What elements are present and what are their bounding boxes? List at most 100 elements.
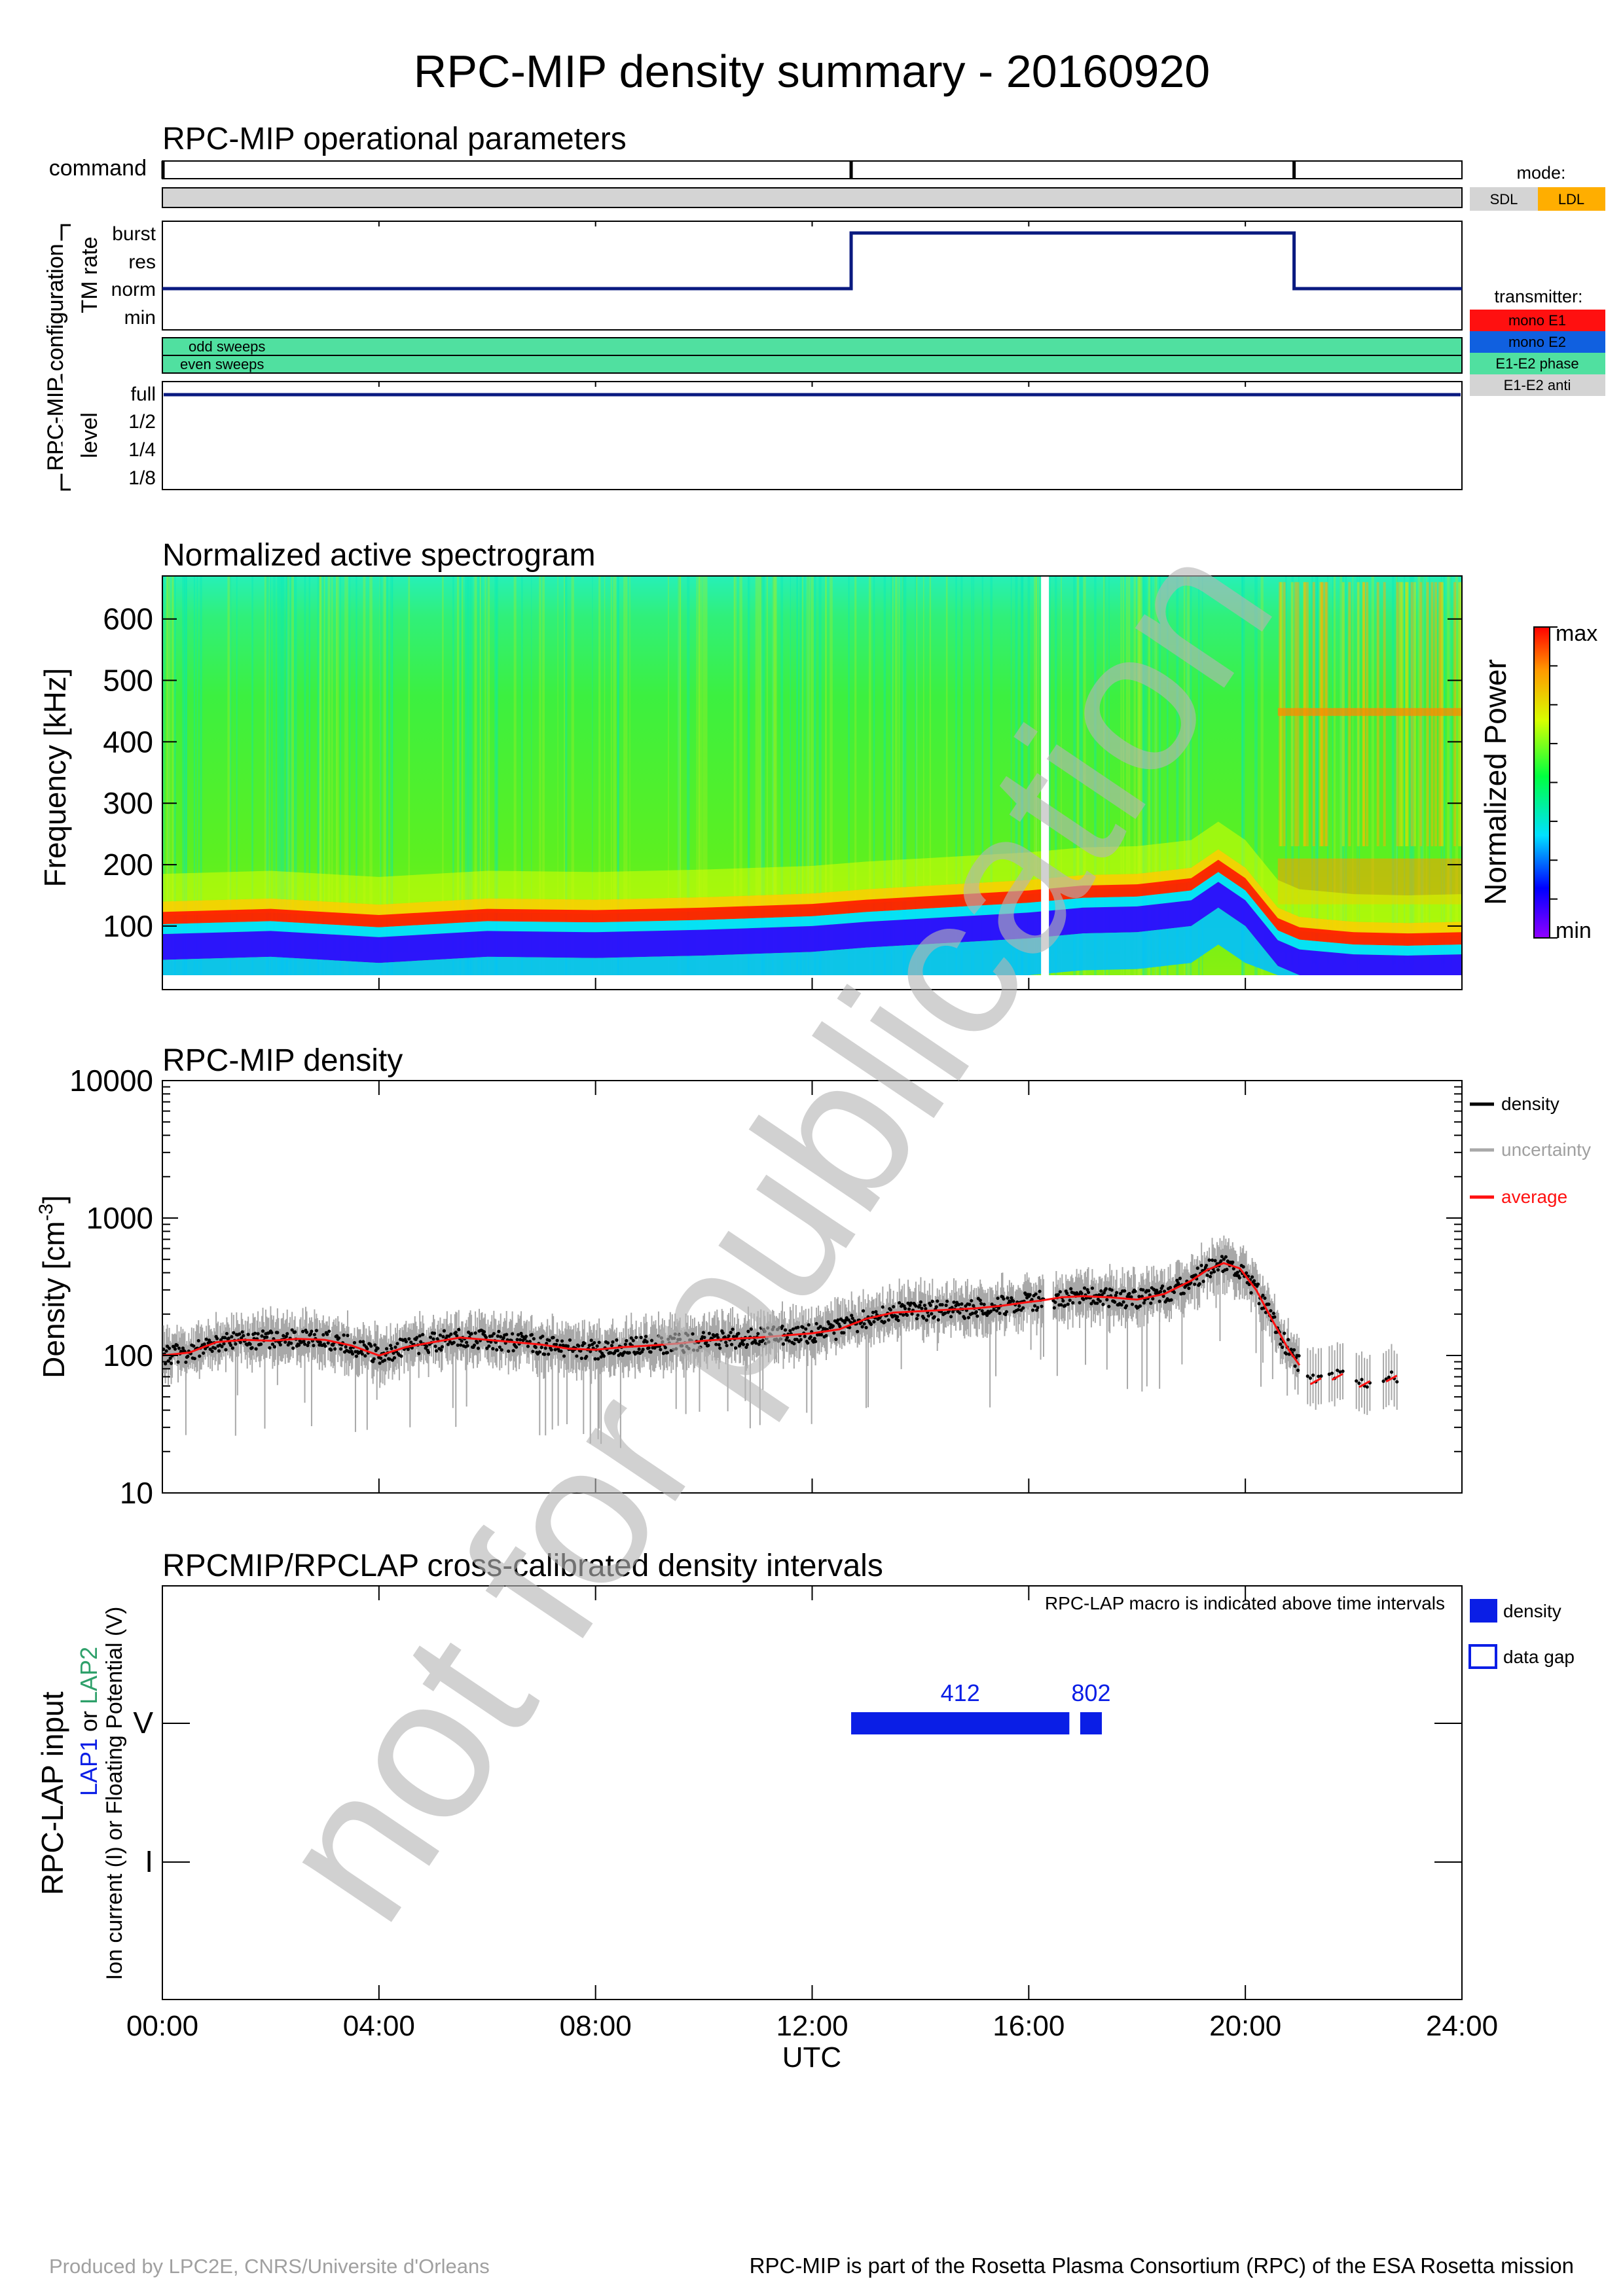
legend-crosscal-density-label: density [1503, 1601, 1561, 1621]
density-point [352, 1340, 357, 1345]
density-point [1099, 1289, 1103, 1293]
density-point [1006, 1296, 1010, 1300]
density-point [329, 1348, 333, 1352]
density-point [312, 1333, 317, 1336]
density-point [442, 1329, 447, 1333]
tm-rate-line [162, 231, 1462, 291]
spectrogram-stripe [668, 576, 669, 975]
density-point [507, 1349, 511, 1354]
density-point [1194, 1273, 1197, 1277]
level-ylabel: level [77, 412, 102, 458]
spectrogram-stripe [1128, 576, 1131, 975]
density-point [812, 1336, 816, 1340]
density-point [1249, 1291, 1253, 1295]
density-point [1395, 1380, 1399, 1384]
crosscal-xtick-label: 12:00 [776, 2010, 848, 2042]
density-point [1161, 1284, 1165, 1288]
density-point [916, 1313, 920, 1318]
density-late-average [1309, 1377, 1322, 1386]
density-point [1040, 1304, 1044, 1308]
density-point [631, 1338, 635, 1342]
density-point [954, 1304, 958, 1308]
density-point [248, 1342, 252, 1346]
density-point [1311, 1373, 1315, 1377]
spectrogram-stripe [825, 576, 827, 975]
crosscal-xtick-label: 08:00 [560, 2010, 632, 2042]
density-point [998, 1311, 1002, 1316]
density-point [677, 1333, 681, 1336]
density-point [691, 1332, 695, 1336]
spectrogram-stripe [467, 576, 469, 975]
density-point [1038, 1289, 1042, 1293]
density-point [1071, 1300, 1075, 1305]
density-point [1068, 1299, 1072, 1302]
density-point [1327, 1372, 1331, 1376]
density-point [1085, 1288, 1089, 1292]
spectrogram-stripe [564, 576, 566, 975]
spectrogram-stripe [892, 576, 894, 975]
density-point [511, 1349, 515, 1353]
density-point [365, 1347, 369, 1351]
spectrogram-stripe [184, 576, 187, 975]
density-point [809, 1335, 812, 1339]
spectrogram-stripe [1027, 576, 1030, 975]
density-point [360, 1352, 364, 1356]
spectrogram-stripe [902, 576, 904, 975]
spectrogram-stripe [1404, 576, 1406, 975]
density-point [707, 1331, 711, 1335]
density-point [492, 1332, 496, 1336]
spectrogram-stripe [1054, 576, 1057, 975]
density-point [1252, 1279, 1256, 1283]
density-point [850, 1316, 854, 1320]
density-point [727, 1334, 731, 1338]
density-point [293, 1330, 297, 1334]
spectrogram-stripe [496, 576, 498, 975]
crosscal-panel: RPCMIP/RPCLAP cross-calibrated density i… [35, 1549, 1575, 2073]
tx-mono-e2-swatch [1470, 331, 1605, 353]
density-point [1360, 1378, 1364, 1382]
spectrogram-stripe [331, 576, 333, 975]
density-point [1130, 1302, 1135, 1306]
density-point [819, 1333, 824, 1336]
spectrogram-stripe [763, 576, 765, 975]
spectrogram-stripe [308, 576, 310, 975]
density-point [439, 1348, 443, 1352]
density-point [1017, 1304, 1021, 1308]
density-point [417, 1352, 421, 1355]
density-point [610, 1344, 614, 1348]
density-point [224, 1348, 228, 1352]
spectrogram-stripe [1189, 576, 1192, 975]
density-point [186, 1354, 190, 1358]
spectrogram-stripe [868, 576, 871, 975]
spectrogram-stripe [955, 576, 957, 975]
density-point [456, 1343, 460, 1347]
density-point [498, 1345, 501, 1349]
density-point [208, 1338, 211, 1342]
density-point [1195, 1266, 1199, 1270]
density-point [196, 1338, 200, 1343]
density-point [169, 1361, 173, 1365]
density-point [253, 1331, 257, 1335]
density-point [1182, 1291, 1186, 1295]
density-point [222, 1342, 226, 1346]
density-point [283, 1340, 287, 1344]
density-point [702, 1335, 706, 1339]
tx-anti-swatch [1470, 374, 1605, 396]
density-point [678, 1337, 682, 1341]
spectrogram-stripe [613, 576, 617, 975]
density-point [756, 1332, 760, 1336]
density-point [539, 1346, 543, 1350]
spectrogram-band [162, 859, 1462, 946]
spectrogram-stripe [1198, 576, 1200, 975]
spectrogram-stripe [1083, 576, 1086, 975]
density-point [637, 1347, 641, 1351]
spectrogram-stripe [1048, 576, 1051, 975]
spectrogram-yaxis: 100 200 300 400 500 600 [103, 602, 1462, 943]
density-point [210, 1349, 214, 1354]
density-point [1269, 1309, 1273, 1313]
density-point [926, 1314, 930, 1318]
spectrogram-ytick-label: 400 [103, 725, 153, 759]
density-point [1357, 1381, 1361, 1385]
density-point [746, 1329, 750, 1333]
spectrogram-stripe [287, 576, 289, 975]
